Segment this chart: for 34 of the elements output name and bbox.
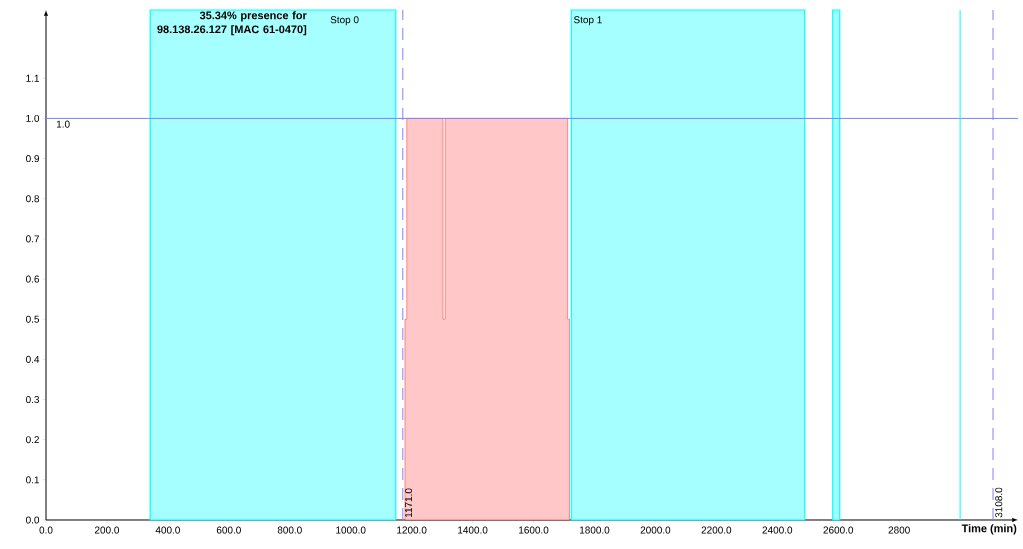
y-tick-label: 0.5 xyxy=(26,315,40,323)
ref-line-label: 3108.0 xyxy=(995,487,1003,518)
y-tick-label: 0.9 xyxy=(26,155,40,163)
x-tick-label: 2000.0 xyxy=(640,526,671,534)
y-tick-label: 1.1 xyxy=(26,74,39,82)
x-tick-label: 200.0 xyxy=(94,526,120,534)
x-tick-label: 800.0 xyxy=(277,526,302,534)
x-tick-label: 1200.0 xyxy=(397,526,427,534)
band-label: Stop 0 xyxy=(330,16,359,26)
y-tick-label: 0.3 xyxy=(26,396,40,404)
x-tick-label: 2800 xyxy=(888,526,910,534)
x-tick-label: 1000.0 xyxy=(336,526,366,534)
x-tick-label: 2200.0 xyxy=(701,526,732,534)
ref-line-label: 1171.0 xyxy=(405,488,413,518)
ref-line-label: 1.0 xyxy=(56,120,70,128)
y-tick-label: 0.7 xyxy=(26,235,39,243)
y-tick-label: 0.8 xyxy=(26,195,40,203)
x-tick-label: 1600.0 xyxy=(519,526,549,534)
y-tick-label: 0.1 xyxy=(26,476,39,484)
x-tick-label: 2600.0 xyxy=(823,526,854,534)
x-tick-label: 1800.0 xyxy=(580,526,610,534)
x-axis-title: Time (min) xyxy=(961,524,1017,535)
y-tick-label: 1.0 xyxy=(26,114,40,122)
x-tick-label: 2400.0 xyxy=(762,526,793,534)
x-tick-label: 600.0 xyxy=(216,526,241,534)
band-label: Stop 1 xyxy=(573,16,602,26)
text: 35.34% presence for 98.138.26.127 [MAC 61-0470] xyxy=(157,11,307,36)
y-tick-label: 0.6 xyxy=(26,275,40,283)
y-tick-label: 0.0 xyxy=(26,516,40,524)
x-tick-label: 0.0 xyxy=(39,526,53,534)
x-tick-label: 1400.0 xyxy=(458,526,488,534)
y-tick-label: 0.2 xyxy=(26,436,39,444)
x-tick-label: 400.0 xyxy=(155,526,180,534)
y-tick-label: 0.4 xyxy=(26,355,40,363)
